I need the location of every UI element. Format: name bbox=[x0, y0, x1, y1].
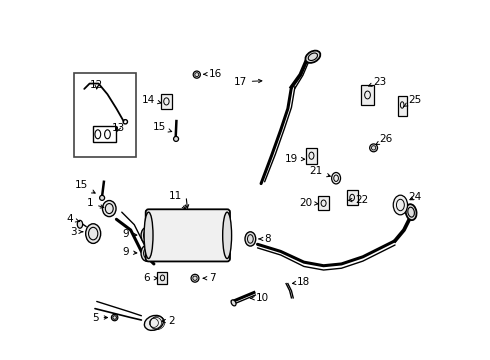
Text: 8: 8 bbox=[259, 234, 271, 244]
Text: 5: 5 bbox=[92, 312, 107, 323]
Ellipse shape bbox=[369, 144, 377, 152]
Bar bbox=[74, 73, 136, 157]
Text: 16: 16 bbox=[203, 69, 222, 79]
Text: 10: 10 bbox=[250, 293, 269, 303]
Text: 13: 13 bbox=[112, 123, 125, 133]
Text: 18: 18 bbox=[293, 277, 310, 287]
Ellipse shape bbox=[245, 232, 256, 246]
Text: 17: 17 bbox=[234, 77, 262, 87]
Text: 15: 15 bbox=[74, 180, 95, 193]
Text: 1: 1 bbox=[87, 198, 104, 208]
Ellipse shape bbox=[305, 51, 320, 63]
Text: 20: 20 bbox=[299, 198, 318, 207]
Ellipse shape bbox=[222, 212, 232, 258]
Text: 4: 4 bbox=[67, 213, 79, 224]
Text: 19: 19 bbox=[285, 154, 305, 163]
Ellipse shape bbox=[99, 195, 104, 201]
Text: 26: 26 bbox=[376, 134, 393, 144]
Ellipse shape bbox=[406, 204, 416, 220]
Text: 22: 22 bbox=[348, 195, 368, 204]
Text: 9: 9 bbox=[122, 247, 137, 257]
Bar bbox=[362, 85, 374, 105]
FancyBboxPatch shape bbox=[146, 209, 230, 261]
Ellipse shape bbox=[393, 195, 408, 215]
Ellipse shape bbox=[144, 212, 153, 258]
Text: 2: 2 bbox=[162, 316, 175, 326]
Bar bbox=[398, 96, 407, 116]
Ellipse shape bbox=[145, 315, 164, 330]
Text: 21: 21 bbox=[310, 166, 330, 177]
Bar bbox=[347, 190, 358, 205]
Ellipse shape bbox=[102, 201, 116, 217]
Ellipse shape bbox=[77, 220, 83, 228]
Ellipse shape bbox=[191, 274, 199, 282]
Ellipse shape bbox=[86, 224, 100, 243]
Bar bbox=[157, 272, 168, 284]
Text: 9: 9 bbox=[122, 229, 137, 239]
Ellipse shape bbox=[173, 136, 178, 141]
Text: 14: 14 bbox=[142, 95, 161, 105]
Text: 25: 25 bbox=[403, 95, 422, 107]
Text: 15: 15 bbox=[152, 122, 171, 132]
Bar bbox=[161, 94, 172, 109]
Text: 3: 3 bbox=[71, 227, 83, 237]
Text: 11: 11 bbox=[169, 191, 186, 209]
Ellipse shape bbox=[141, 245, 152, 261]
Text: 6: 6 bbox=[144, 273, 157, 283]
Bar bbox=[93, 126, 117, 143]
Ellipse shape bbox=[141, 227, 152, 243]
Ellipse shape bbox=[231, 300, 236, 306]
Ellipse shape bbox=[332, 172, 341, 184]
Text: 23: 23 bbox=[368, 77, 386, 87]
Bar bbox=[306, 148, 317, 164]
Ellipse shape bbox=[111, 314, 118, 321]
Text: 7: 7 bbox=[203, 273, 216, 283]
Text: 24: 24 bbox=[409, 192, 422, 202]
Text: 12: 12 bbox=[90, 80, 103, 90]
Ellipse shape bbox=[193, 71, 200, 78]
Bar bbox=[318, 196, 329, 210]
